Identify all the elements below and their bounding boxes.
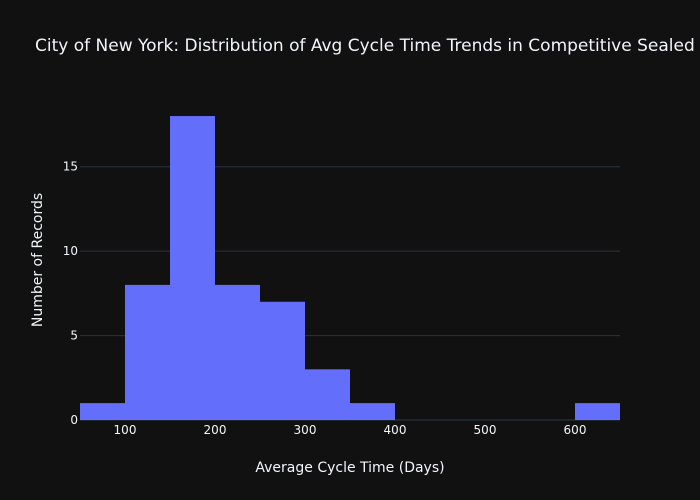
y-tick-label: 5 bbox=[70, 329, 78, 343]
histogram-bar[interactable] bbox=[80, 403, 125, 420]
histogram-bar[interactable] bbox=[350, 403, 395, 420]
x-axis-title: Average Cycle Time (Days) bbox=[255, 460, 444, 476]
x-tick-label: 600 bbox=[564, 423, 587, 437]
y-tick-labels: 0 5 10 15 bbox=[63, 160, 78, 427]
x-tick-label: 200 bbox=[204, 423, 227, 437]
histogram-bar[interactable] bbox=[215, 284, 260, 420]
histogram-bars bbox=[80, 116, 620, 421]
histogram-bar[interactable] bbox=[260, 301, 305, 420]
histogram-bar[interactable] bbox=[125, 284, 170, 420]
y-tick-label: 15 bbox=[63, 160, 78, 174]
y-axis-title: Number of Records bbox=[30, 193, 46, 327]
y-tick-label: 0 bbox=[70, 413, 78, 427]
histogram-bar[interactable] bbox=[170, 116, 215, 421]
x-tick-label: 400 bbox=[384, 423, 407, 437]
chart-title: City of New York: Distribution of Avg Cy… bbox=[35, 36, 700, 56]
x-tick-label: 300 bbox=[294, 423, 317, 437]
histogram-bar[interactable] bbox=[575, 403, 620, 420]
x-tick-label: 100 bbox=[114, 423, 137, 437]
y-tick-label: 10 bbox=[63, 244, 78, 258]
histogram-bar[interactable] bbox=[305, 369, 350, 420]
x-tick-label: 500 bbox=[474, 423, 497, 437]
x-tick-labels: 100 200 300 400 500 600 bbox=[114, 423, 587, 437]
